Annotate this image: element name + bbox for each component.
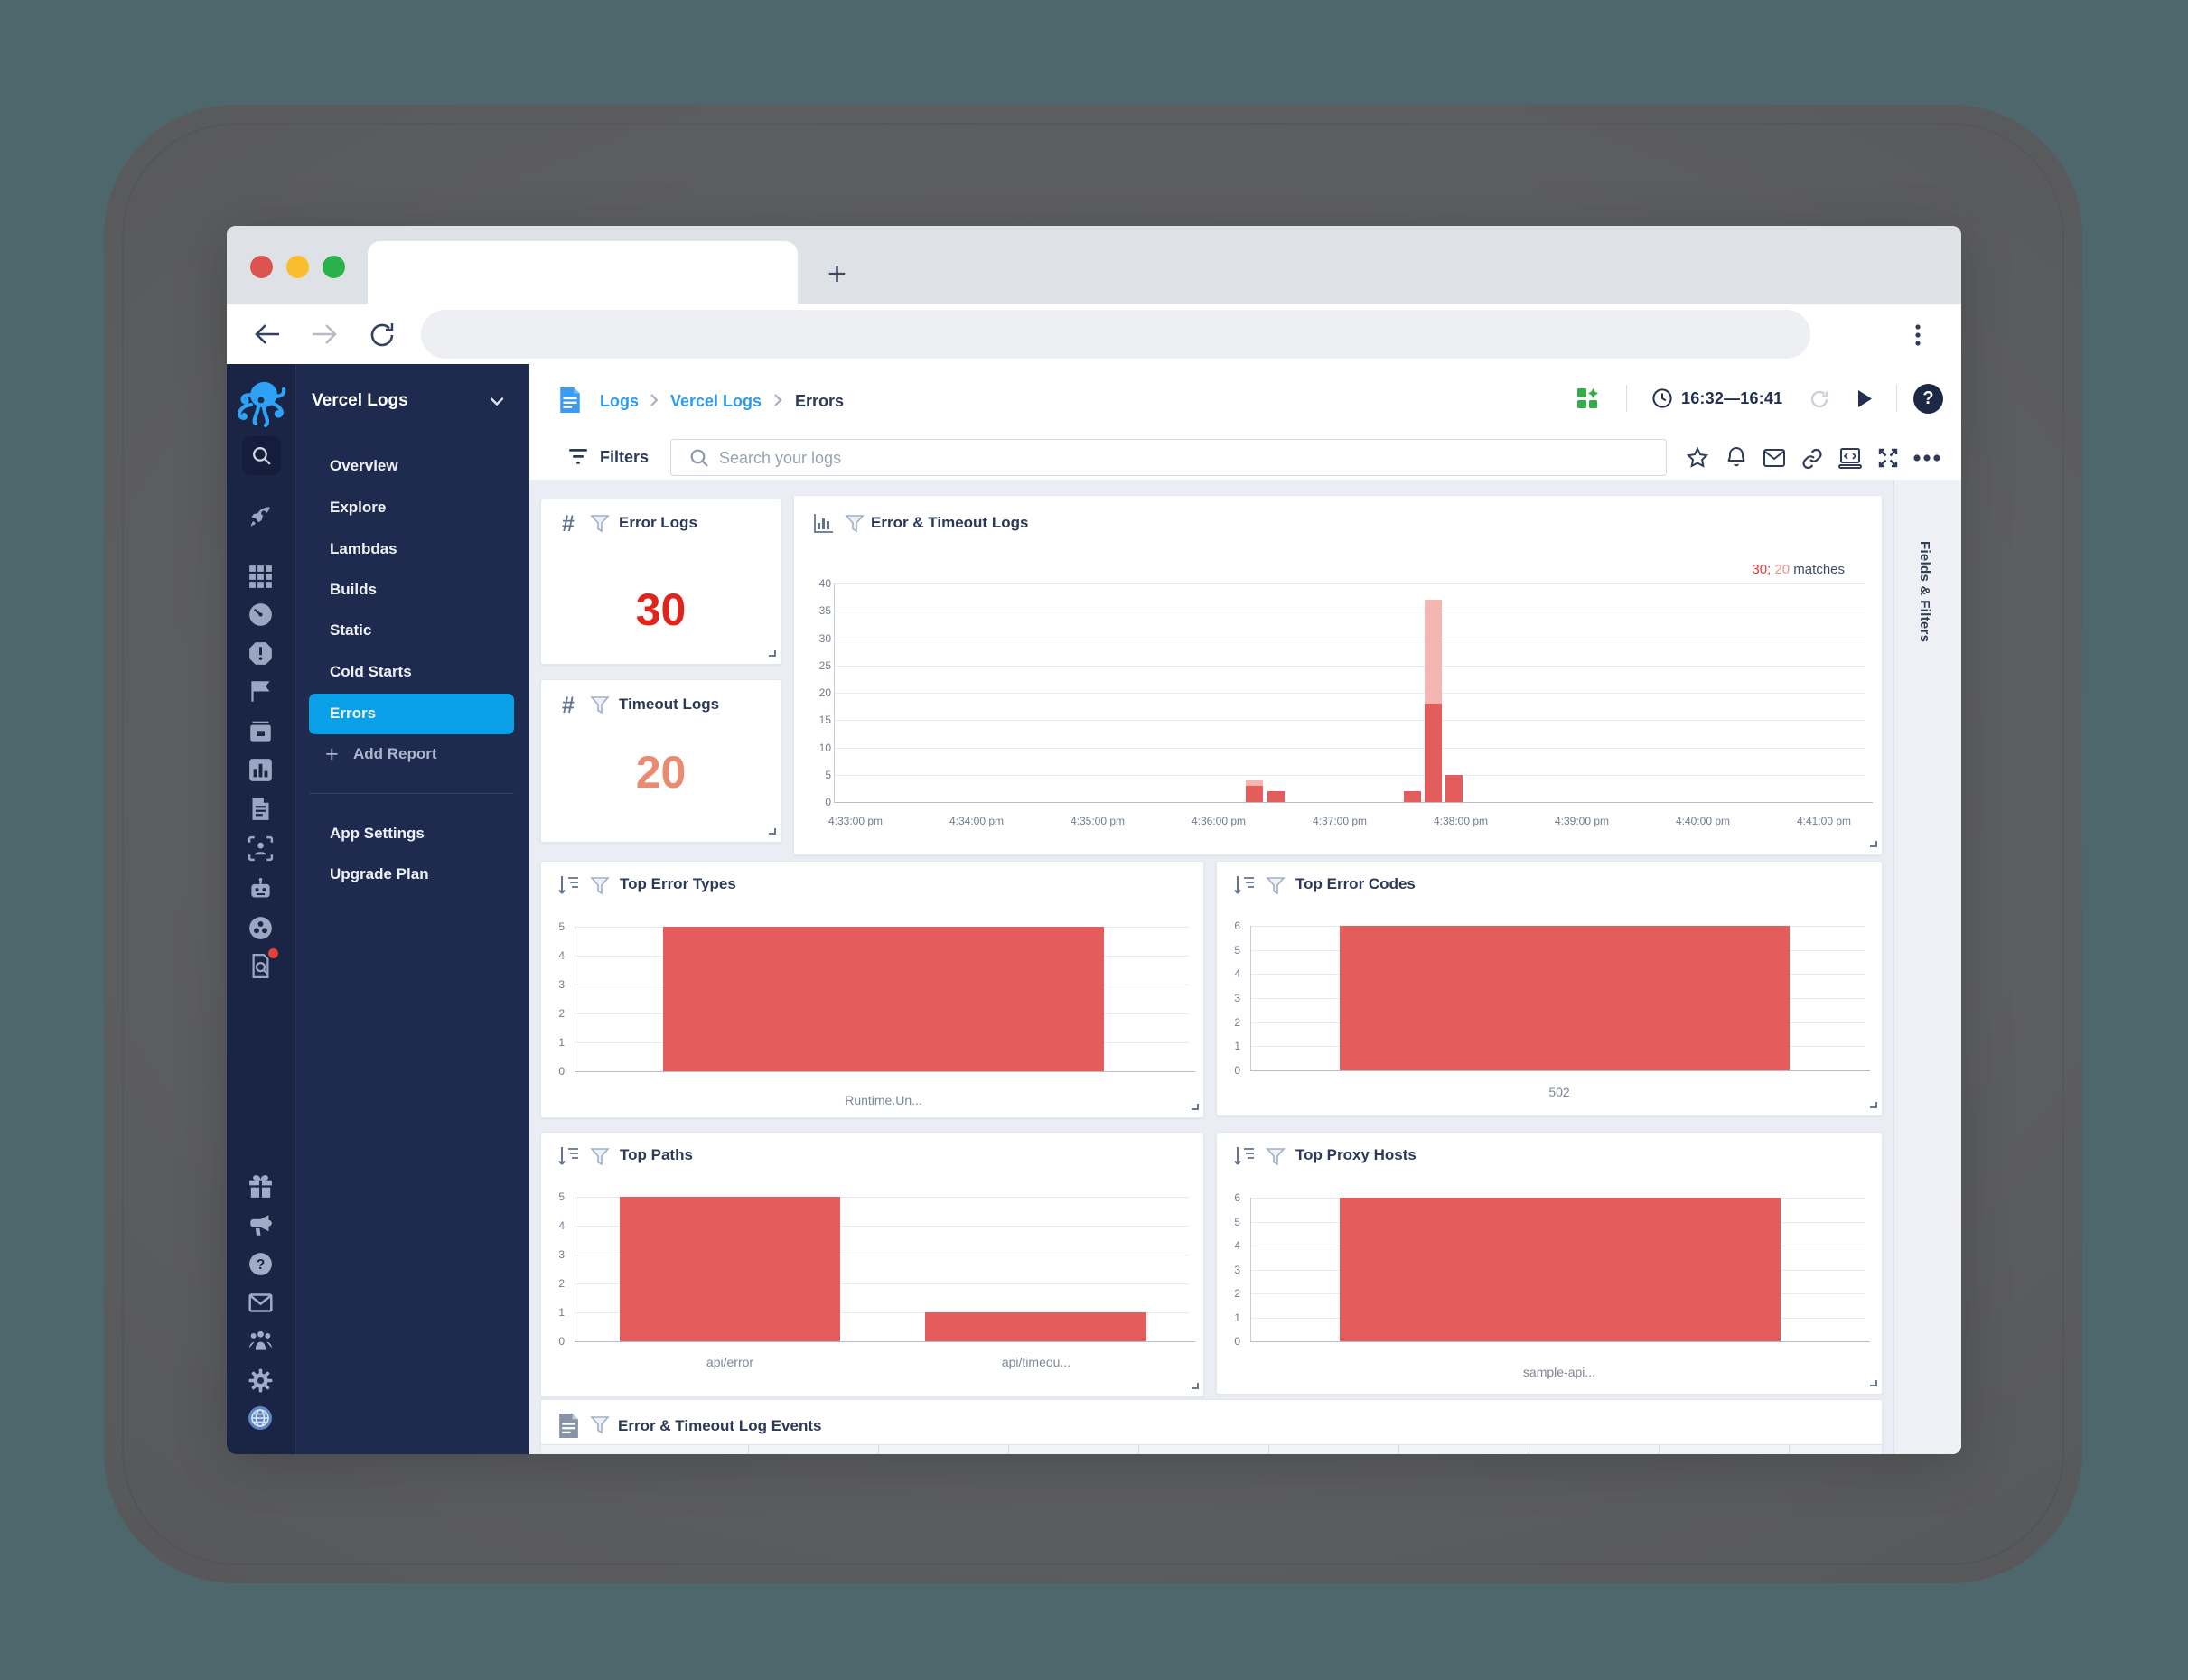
svg-text:?: ? — [257, 1257, 266, 1273]
